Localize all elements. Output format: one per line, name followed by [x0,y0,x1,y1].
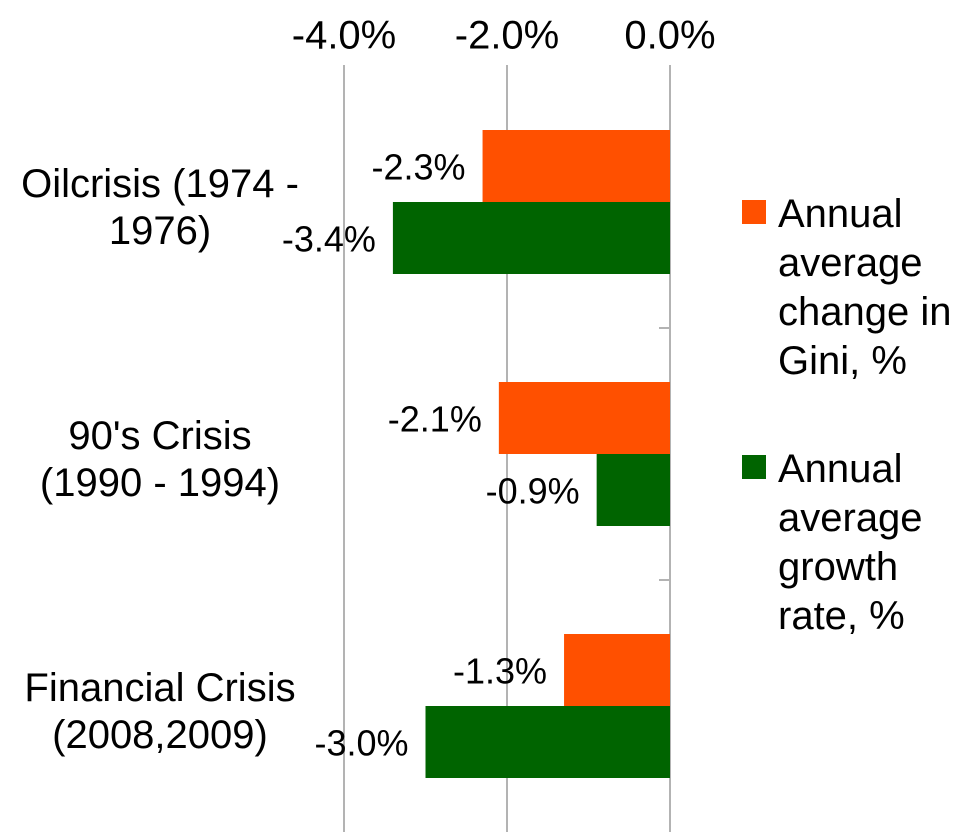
x-tick-label: -4.0% [292,14,397,58]
bar [596,454,670,526]
bar [392,202,670,274]
bar [482,130,670,202]
data-label: -3.4% [282,219,376,260]
category-label: 90's Crisis (1990 - 1994) [39,414,281,505]
data-label: -2.3% [372,147,466,188]
data-label: -1.3% [453,651,547,692]
x-tick-label: 0.0% [624,14,715,58]
x-tick-label: -2.0% [455,14,560,58]
legend-item: Annual average growth rate, % [742,445,958,641]
legend-label: Annual average growth rate, % [778,447,923,638]
bar [564,634,670,706]
bar [498,382,670,454]
bar [425,706,670,778]
legend-label: Annual average change in Gini, % [778,192,952,383]
legend-item: Annual average change in Gini, % [742,190,958,386]
legend-swatch [742,200,766,224]
data-label: -0.9% [486,471,580,512]
category-label: Financial Crisis (2008,2009) [24,666,296,757]
data-label: -3.0% [314,723,408,764]
category-label: Oilcrisis (1974 - 1976) [21,162,299,253]
data-label: -2.1% [388,399,482,440]
legend-swatch [742,455,766,479]
